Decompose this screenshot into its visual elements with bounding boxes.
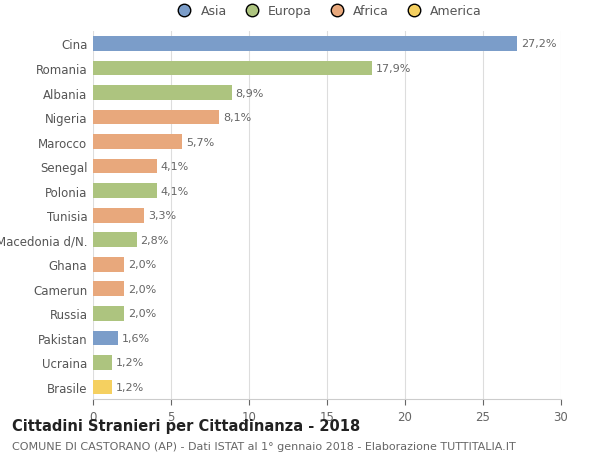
- Text: 2,0%: 2,0%: [128, 260, 157, 270]
- Text: COMUNE DI CASTORANO (AP) - Dati ISTAT al 1° gennaio 2018 - Elaborazione TUTTITAL: COMUNE DI CASTORANO (AP) - Dati ISTAT al…: [12, 441, 516, 451]
- Text: 2,8%: 2,8%: [140, 235, 169, 245]
- Bar: [93, 37, 517, 52]
- Text: 4,1%: 4,1%: [161, 162, 189, 172]
- Text: 1,2%: 1,2%: [116, 358, 144, 368]
- Text: 5,7%: 5,7%: [186, 137, 214, 147]
- Bar: [93, 86, 232, 101]
- Bar: [93, 62, 372, 76]
- Text: 8,9%: 8,9%: [236, 88, 264, 98]
- Text: 3,3%: 3,3%: [148, 211, 176, 221]
- Bar: [93, 159, 157, 174]
- Bar: [93, 282, 124, 297]
- Text: 4,1%: 4,1%: [161, 186, 189, 196]
- Bar: [93, 380, 112, 394]
- Text: 2,0%: 2,0%: [128, 308, 157, 319]
- Bar: [93, 111, 220, 125]
- Text: Cittadini Stranieri per Cittadinanza - 2018: Cittadini Stranieri per Cittadinanza - 2…: [12, 418, 360, 433]
- Text: 1,2%: 1,2%: [116, 382, 144, 392]
- Bar: [93, 208, 145, 223]
- Bar: [93, 184, 157, 199]
- Text: 1,6%: 1,6%: [122, 333, 150, 343]
- Bar: [93, 306, 124, 321]
- Text: 2,0%: 2,0%: [128, 284, 157, 294]
- Bar: [93, 331, 118, 346]
- Text: 27,2%: 27,2%: [521, 39, 557, 50]
- Bar: [93, 135, 182, 150]
- Legend: Asia, Europa, Africa, America: Asia, Europa, Africa, America: [172, 6, 482, 18]
- Text: 8,1%: 8,1%: [223, 113, 251, 123]
- Text: 17,9%: 17,9%: [376, 64, 412, 74]
- Bar: [93, 355, 112, 370]
- Bar: [93, 257, 124, 272]
- Bar: [93, 233, 137, 247]
